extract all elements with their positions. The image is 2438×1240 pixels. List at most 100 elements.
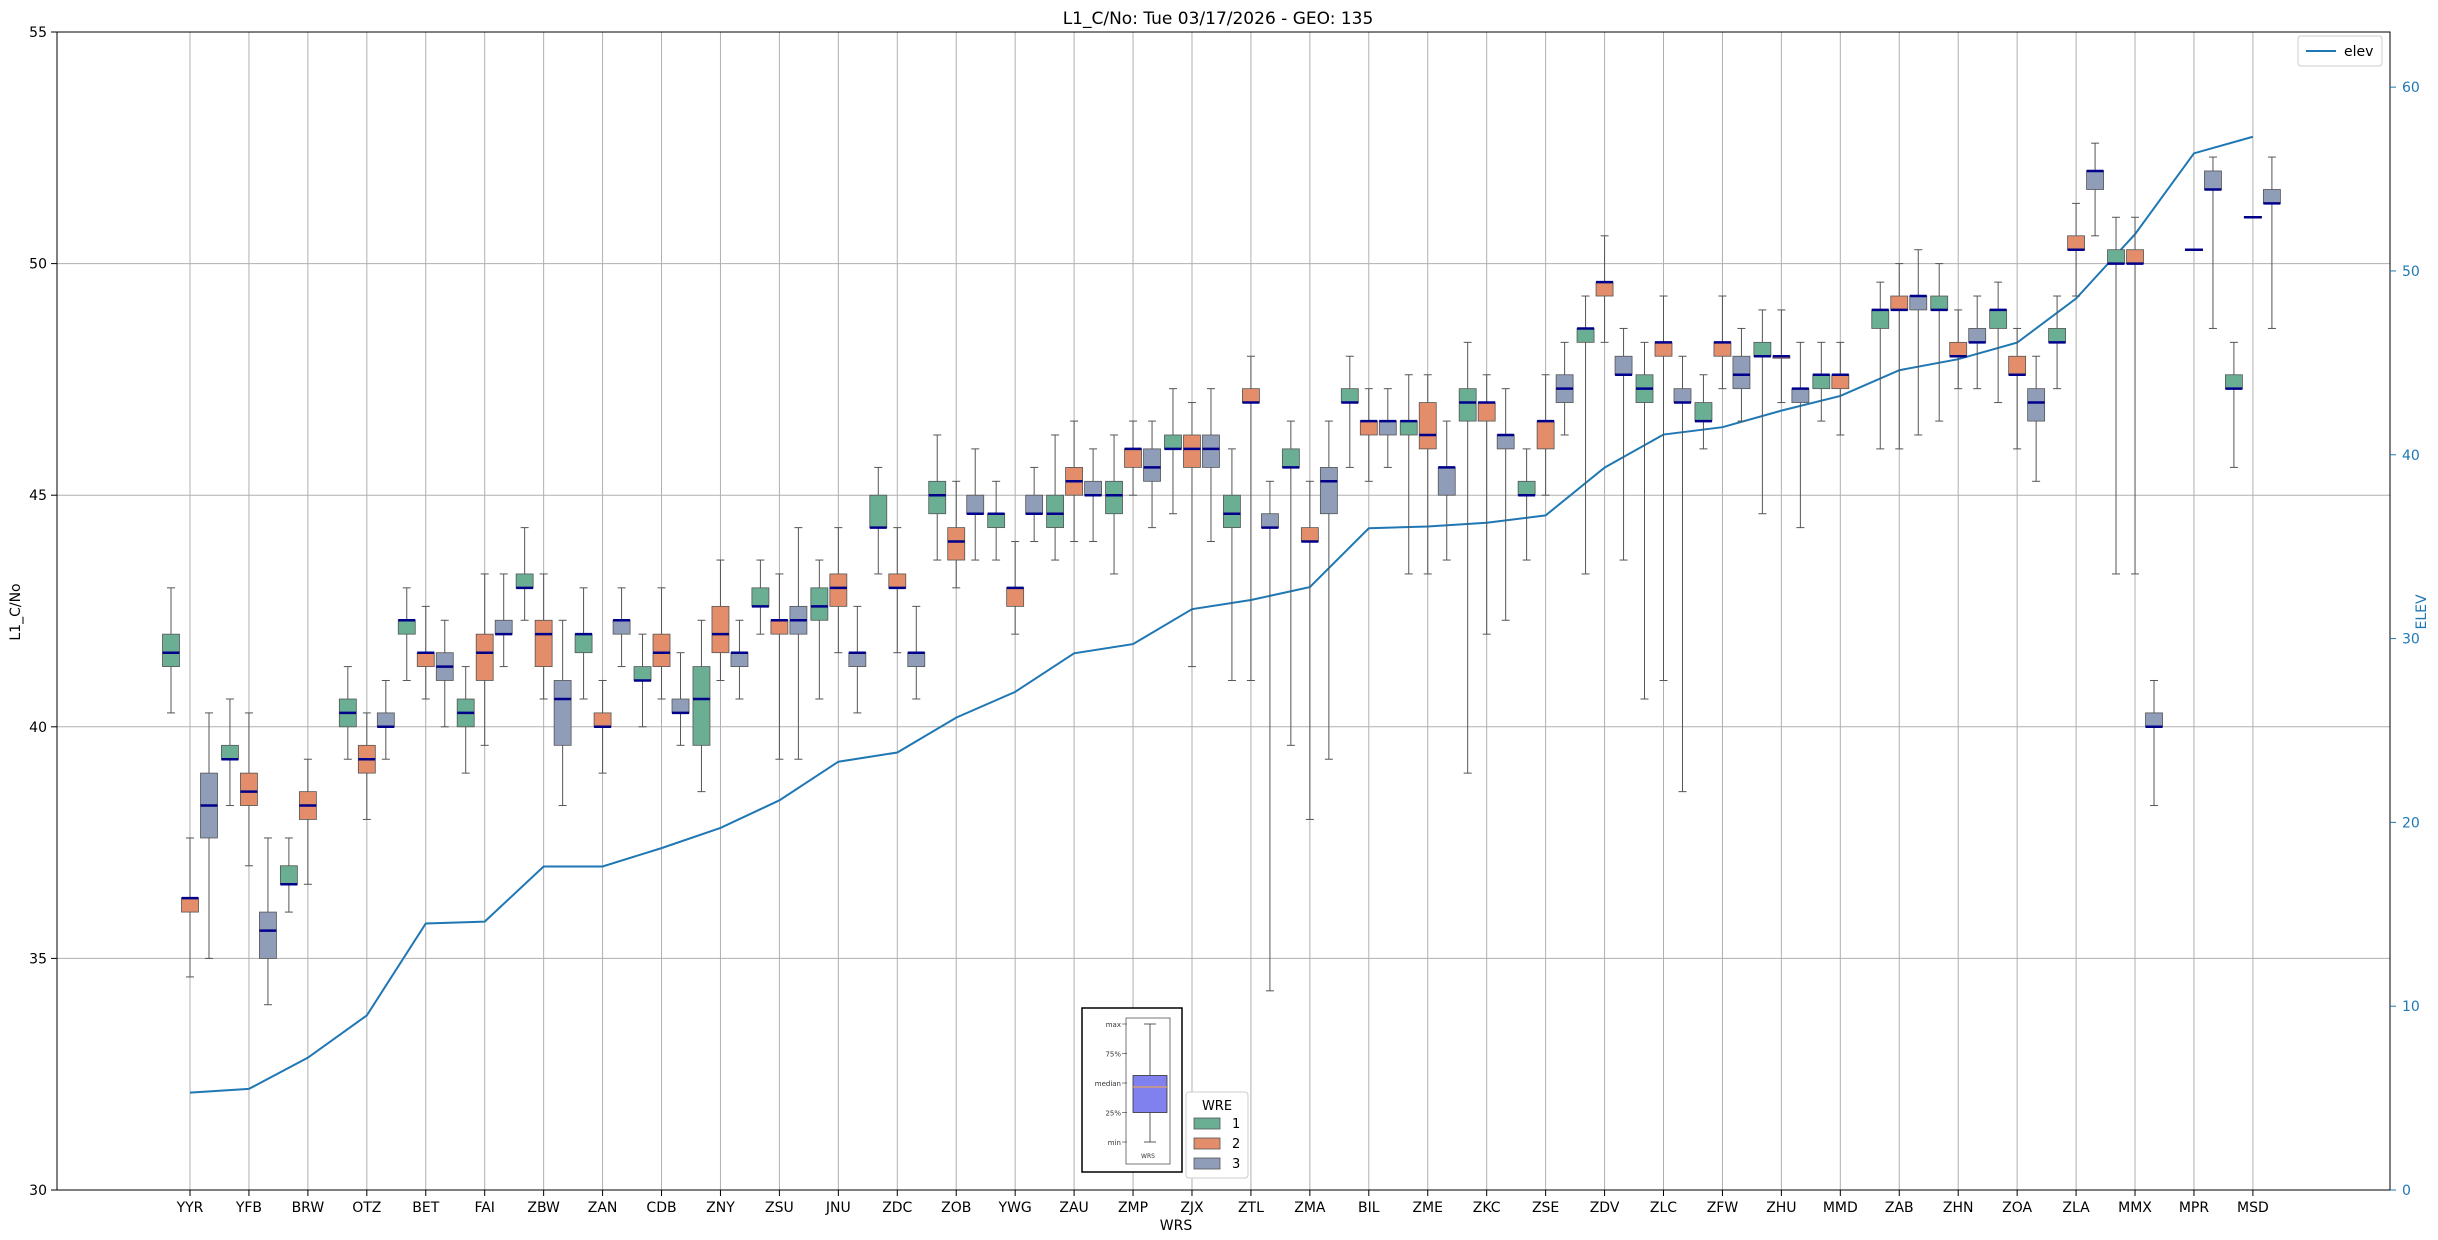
box-wre-1 bbox=[162, 633, 180, 667]
box-wre-1 bbox=[692, 666, 711, 746]
left-y-axis: 30 35 40 45 50 55 bbox=[29, 25, 57, 1199]
box-key-xlabel: WRS bbox=[1141, 1153, 1155, 1160]
box-wre-3 bbox=[966, 494, 985, 515]
box-wre-1 bbox=[810, 587, 829, 621]
x-tick-label: MMX bbox=[2118, 1200, 2152, 1216]
box-key-inner-frame bbox=[1125, 1017, 1171, 1165]
box-wre-1 bbox=[1105, 480, 1123, 515]
box-wre-2 bbox=[1654, 341, 1673, 357]
y-tick-label: 55 bbox=[29, 25, 47, 41]
right-y-tick-label: 30 bbox=[2402, 632, 2420, 648]
box-wre-2 bbox=[1006, 587, 1025, 607]
box-wre-2 bbox=[1890, 295, 1909, 311]
box-wre-2 bbox=[1713, 341, 1732, 357]
box-key-labels: max 75% median 25% min bbox=[1095, 1021, 1127, 1147]
box-wre-2 bbox=[2067, 235, 2085, 251]
y-tick-label: 40 bbox=[29, 720, 47, 736]
box-wre-2 bbox=[1949, 341, 1968, 357]
box-wre-3 bbox=[1084, 480, 1102, 496]
wre-legend-frame bbox=[1185, 1091, 1249, 1179]
x-tick-label: YWG bbox=[998, 1200, 1032, 1216]
box-wre-1 bbox=[1989, 309, 2008, 329]
box-wre-2 bbox=[947, 527, 966, 561]
x-tick-label: ZLC bbox=[1650, 1200, 1677, 1216]
plot-frame bbox=[56, 31, 2391, 1191]
box-wre-3 bbox=[2262, 189, 2281, 204]
wre-legend-entries: 1 2 3 bbox=[1193, 1117, 1240, 1172]
box-wre-2 bbox=[534, 619, 553, 667]
box-wre-2 bbox=[593, 712, 612, 728]
box-wre-3 bbox=[907, 652, 926, 667]
y-tick-label: 50 bbox=[29, 257, 47, 273]
x-tick-label: ZTL bbox=[1238, 1200, 1264, 1216]
x-tick-label: YFB bbox=[235, 1200, 262, 1216]
box-wre-3 bbox=[1378, 420, 1397, 436]
x-tick-label: ZMA bbox=[1294, 1200, 1326, 1216]
box-wre-3 bbox=[1025, 494, 1044, 515]
box-wre-1 bbox=[1281, 448, 1300, 468]
elev-legend: elev bbox=[2297, 35, 2383, 67]
box-wre-2 bbox=[475, 633, 494, 681]
box-wre-2 bbox=[1536, 420, 1555, 450]
box-wre-1 bbox=[1753, 341, 1772, 357]
box-wre-3 bbox=[1732, 355, 1751, 390]
right-y-tick-label: 60 bbox=[2402, 80, 2420, 96]
box-key-label: min bbox=[1108, 1139, 1121, 1147]
box-wre-2 bbox=[1183, 434, 1201, 468]
x-tick-label: CDB bbox=[646, 1200, 676, 1216]
right-y-tick-label: 0 bbox=[2402, 1183, 2411, 1199]
x-tick-label: ZME bbox=[1412, 1200, 1443, 1216]
box-wre-1 bbox=[928, 480, 947, 515]
y-tick-label: 45 bbox=[29, 488, 47, 504]
x-tick-label: ZAN bbox=[588, 1200, 618, 1216]
x-tick-label: ZHN bbox=[1943, 1200, 1974, 1216]
box-wre-1 bbox=[1458, 388, 1477, 422]
box-wre-3 bbox=[1673, 388, 1692, 403]
box-wre-3 bbox=[1319, 467, 1338, 515]
box-wre-3 bbox=[730, 652, 749, 667]
x-tick-label: ZLA bbox=[2062, 1200, 2090, 1216]
wre-legend-label-1: 1 bbox=[1232, 1117, 1240, 1132]
box-wre-3 bbox=[671, 698, 690, 714]
x-tick-label: ZAB bbox=[1885, 1200, 1914, 1216]
box-wre-2 bbox=[1418, 402, 1437, 450]
x-tick-label: BRW bbox=[292, 1200, 325, 1216]
box-wre-2 bbox=[1242, 388, 1260, 403]
box-wre-3 bbox=[2086, 170, 2104, 190]
box-wre-2 bbox=[1359, 420, 1378, 436]
x-tick-label: ZSE bbox=[1532, 1200, 1559, 1216]
box-wre-1 bbox=[2224, 374, 2243, 390]
box-key-label: 75% bbox=[1105, 1051, 1121, 1059]
box-key-label: 25% bbox=[1105, 1110, 1121, 1118]
x-tick-label: ZFW bbox=[1707, 1200, 1739, 1216]
box-wre-3 bbox=[1437, 467, 1456, 496]
box-wre-2 bbox=[2126, 249, 2144, 264]
box-wre-3 bbox=[1143, 448, 1161, 482]
box-wre-2 bbox=[1300, 527, 1319, 542]
x-tick-label: MMD bbox=[1823, 1200, 1858, 1216]
box-wre-1 bbox=[1046, 494, 1064, 529]
box-key-glyph bbox=[1132, 1023, 1168, 1143]
x-tick-label: YYR bbox=[176, 1200, 204, 1216]
box-wre-3 bbox=[1909, 295, 1928, 311]
box-wre-1 bbox=[2048, 328, 2066, 343]
x-tick-label: ZOA bbox=[2002, 1200, 2032, 1216]
right-y-tick-label: 50 bbox=[2402, 264, 2420, 280]
x-axis-label: WRS bbox=[1160, 1218, 1193, 1234]
x-tick-label: BET bbox=[412, 1200, 439, 1216]
box-wre-1 bbox=[1812, 374, 1831, 390]
x-tick-label: ZJX bbox=[1180, 1200, 1204, 1216]
elev-legend-label: elev bbox=[2344, 44, 2373, 60]
x-tick-label: JNU bbox=[825, 1200, 851, 1216]
box-wre-1 bbox=[1576, 328, 1595, 343]
box-wre-3 bbox=[259, 911, 277, 959]
box-wre-1 bbox=[279, 865, 298, 885]
wre-legend: WRE 1 2 3 bbox=[1185, 1091, 1249, 1179]
box-wre-1 bbox=[1340, 388, 1359, 403]
box-wre-3 bbox=[2145, 712, 2163, 728]
box-wre-3 bbox=[1202, 434, 1220, 468]
box-wre-1 bbox=[751, 587, 770, 607]
box-wre-3 bbox=[2204, 170, 2222, 190]
x-tick-label: MPR bbox=[2179, 1200, 2210, 1216]
